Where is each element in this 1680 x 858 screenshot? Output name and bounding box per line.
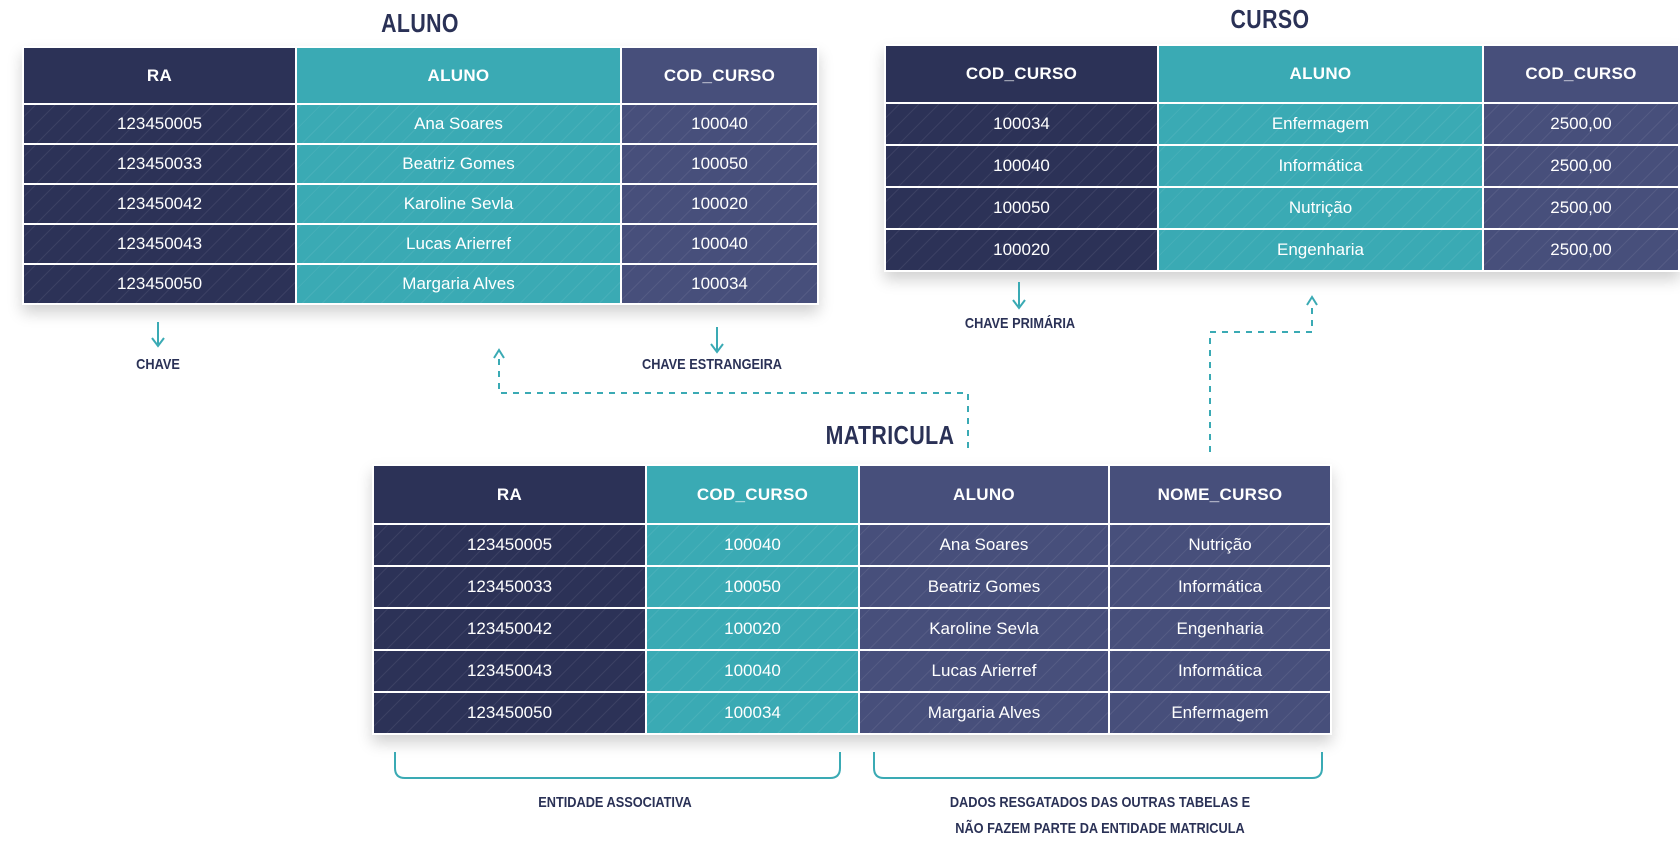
curso-cell-valor: 2500,00	[1482, 144, 1680, 188]
chave-arrow-icon	[151, 322, 165, 348]
matricula-cell-cod-curso: 100050	[645, 565, 860, 609]
aluno-cell-ra: 123450042	[22, 183, 297, 225]
matricula-header-cod-curso: COD_CURSO	[645, 464, 860, 525]
table-row: 123450050 100034 Margaria Alves Enfermag…	[372, 691, 1332, 735]
aluno-cell-cod-curso: 100040	[620, 103, 819, 145]
matricula-cell-aluno: Margaria Alves	[858, 691, 1110, 735]
aluno-cell-cod-curso: 100040	[620, 223, 819, 265]
table-row: 123450033 100050 Beatriz Gomes Informáti…	[372, 565, 1332, 609]
aluno-cell-aluno: Karoline Sevla	[295, 183, 622, 225]
table-row: 100020 Engenharia 2500,00	[884, 228, 1680, 272]
table-row: 123450043 100040 Lucas Arierref Informát…	[372, 649, 1332, 693]
table-row: 123450005 Ana Soares 100040	[22, 103, 819, 145]
curso-cell-valor: 2500,00	[1482, 186, 1680, 230]
aluno-cell-aluno: Lucas Arierref	[295, 223, 622, 265]
curso-cell-cod-curso: 100034	[884, 102, 1159, 146]
associative-entity-label: ENTIDADE ASSOCIATIVA	[538, 794, 692, 811]
matricula-cell-ra: 123450043	[372, 649, 647, 693]
curso-cell-nome: Enfermagem	[1157, 102, 1484, 146]
aluno-table-title: ALUNO	[381, 8, 459, 38]
aluno-header-ra: RA	[22, 46, 297, 105]
aluno-cell-ra: 123450005	[22, 103, 297, 145]
aluno-header-aluno: ALUNO	[295, 46, 622, 105]
table-row: 123450050 Margaria Alves 100034	[22, 263, 819, 305]
aluno-cell-cod-curso: 100034	[620, 263, 819, 305]
aluno-cell-aluno: Beatriz Gomes	[295, 143, 622, 185]
aluno-cell-ra: 123450043	[22, 223, 297, 265]
aluno-header-cod-curso: COD_CURSO	[620, 46, 819, 105]
aluno-foreign-key-label: CHAVE ESTRANGEIRA	[641, 356, 783, 373]
matricula-table-title: MATRICULA	[825, 420, 955, 450]
curso-cell-cod-curso: 100050	[884, 186, 1159, 230]
matricula-cell-cod-curso: 100040	[645, 523, 860, 567]
matricula-cell-aluno: Beatriz Gomes	[858, 565, 1110, 609]
curso-cell-cod-curso: 100020	[884, 228, 1159, 272]
matricula-cell-nome-curso: Informática	[1108, 649, 1332, 693]
matricula-cell-nome-curso: Engenharia	[1108, 607, 1332, 651]
table-row: 123450005 100040 Ana Soares Nutrição	[372, 523, 1332, 567]
matricula-cell-aluno: Ana Soares	[858, 523, 1110, 567]
curso-cell-valor: 2500,00	[1482, 102, 1680, 146]
connector-arrowhead-aluno-icon	[493, 348, 505, 359]
matricula-cell-cod-curso: 100034	[645, 691, 860, 735]
aluno-cell-aluno: Margaria Alves	[295, 263, 622, 305]
curso-table-title: CURSO	[1230, 4, 1310, 34]
matricula-cell-aluno: Lucas Arierref	[858, 649, 1110, 693]
matricula-cell-nome-curso: Informática	[1108, 565, 1332, 609]
connector-arrowhead-curso-icon	[1306, 295, 1318, 306]
matricula-cell-ra: 123450042	[372, 607, 647, 651]
matricula-cell-ra: 123450005	[372, 523, 647, 567]
curso-cell-nome: Engenharia	[1157, 228, 1484, 272]
external-data-label-line2: NÃO FAZEM PARTE DA ENTIDADE MATRICULA	[955, 820, 1245, 837]
aluno-key-label: CHAVE	[136, 356, 180, 373]
matricula-cell-nome-curso: Enfermagem	[1108, 691, 1332, 735]
chave-primaria-arrow-icon	[1012, 282, 1026, 310]
curso-cell-valor: 2500,00	[1482, 228, 1680, 272]
matricula-cell-nome-curso: Nutrição	[1108, 523, 1332, 567]
curso-header-cod-curso-2: COD_CURSO	[1482, 44, 1680, 104]
matricula-header-ra: RA	[372, 464, 647, 525]
table-row: 123450042 Karoline Sevla 100020	[22, 183, 819, 225]
matricula-cell-cod-curso: 100020	[645, 607, 860, 651]
external-data-bracket-icon	[873, 752, 1323, 779]
chave-estrangeira-arrow-icon	[710, 327, 724, 354]
external-data-label: DADOS RESGATADOS DAS OUTRAS TABELAS E NÃ…	[947, 790, 1253, 842]
aluno-cell-cod-curso: 100020	[620, 183, 819, 225]
curso-header-aluno: ALUNO	[1157, 44, 1484, 104]
curso-header-cod-curso: COD_CURSO	[884, 44, 1159, 104]
curso-cell-nome: Informática	[1157, 144, 1484, 188]
matricula-cell-ra: 123450033	[372, 565, 647, 609]
aluno-cell-ra: 123450050	[22, 263, 297, 305]
curso-cell-cod-curso: 100040	[884, 144, 1159, 188]
associative-bracket-icon	[394, 752, 841, 779]
curso-cell-nome: Nutrição	[1157, 186, 1484, 230]
matricula-header-aluno: ALUNO	[858, 464, 1110, 525]
matricula-curso-connector	[1209, 303, 1313, 452]
matricula-cell-aluno: Karoline Sevla	[858, 607, 1110, 651]
aluno-cell-ra: 123450033	[22, 143, 297, 185]
table-row: 100040 Informática 2500,00	[884, 144, 1680, 188]
aluno-table: RA ALUNO COD_CURSO 123450005 Ana Soares …	[22, 46, 819, 305]
table-row: 123450033 Beatriz Gomes 100050	[22, 143, 819, 185]
matricula-cell-cod-curso: 100040	[645, 649, 860, 693]
matricula-header-nome-curso: NOME_CURSO	[1108, 464, 1332, 525]
table-row: 123450042 100020 Karoline Sevla Engenhar…	[372, 607, 1332, 651]
curso-table: COD_CURSO ALUNO COD_CURSO 100034 Enferma…	[884, 44, 1680, 272]
curso-primary-key-label: CHAVE PRIMÁRIA	[964, 315, 1076, 332]
matricula-cell-ra: 123450050	[372, 691, 647, 735]
table-row: 123450043 Lucas Arierref 100040	[22, 223, 819, 265]
table-row: 100034 Enfermagem 2500,00	[884, 102, 1680, 146]
aluno-cell-cod-curso: 100050	[620, 143, 819, 185]
matricula-table: RA COD_CURSO ALUNO NOME_CURSO 123450005 …	[372, 464, 1332, 735]
matricula-aluno-connector	[498, 356, 969, 448]
table-row: 100050 Nutrição 2500,00	[884, 186, 1680, 230]
external-data-label-line1: DADOS RESGATADOS DAS OUTRAS TABELAS E	[949, 794, 1251, 811]
aluno-cell-aluno: Ana Soares	[295, 103, 622, 145]
